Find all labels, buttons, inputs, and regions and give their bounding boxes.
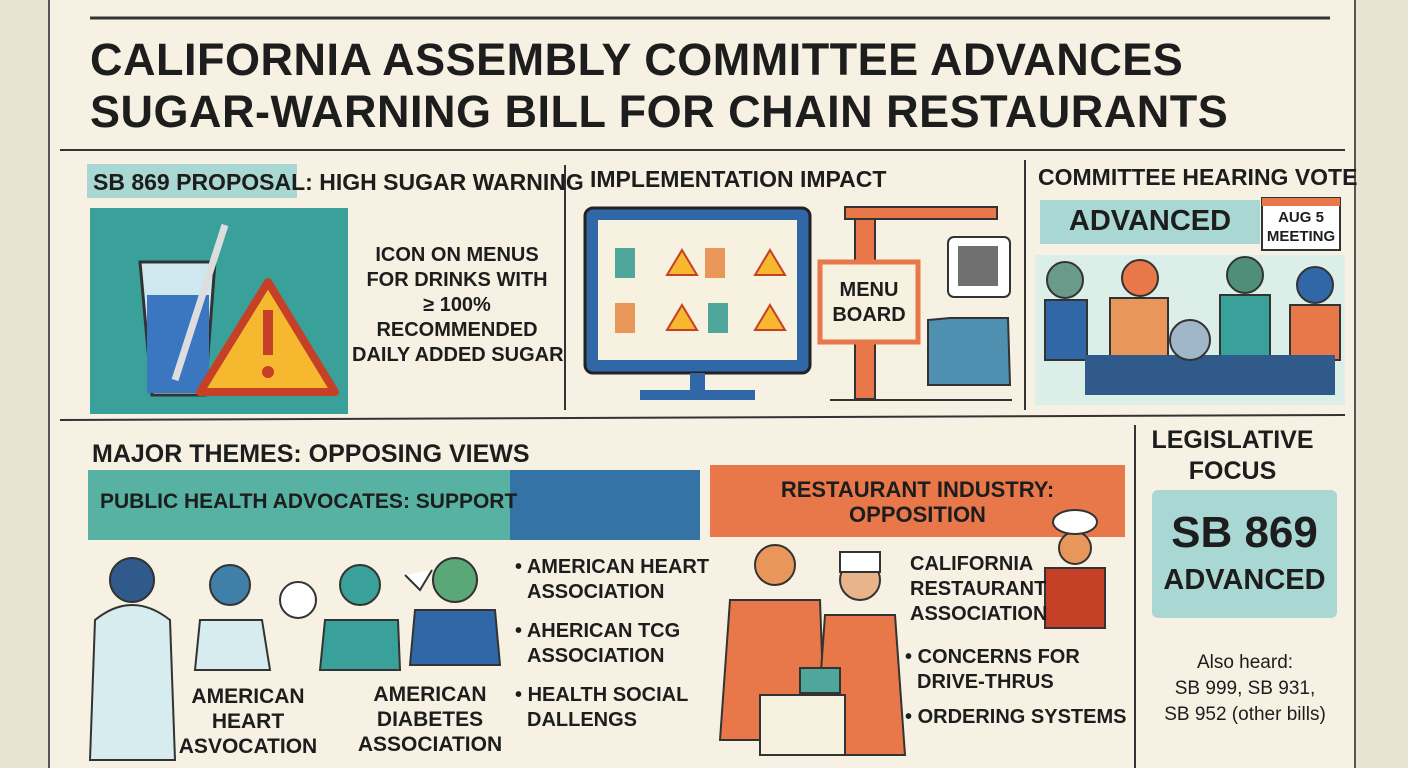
line: ≥ 100% bbox=[423, 294, 491, 316]
line: OPPOSITION bbox=[849, 502, 986, 527]
opposition-list: CONCERNS FOR DRIVE-THRUS ORDERING SYSTEM… bbox=[905, 645, 1126, 730]
focus-heading: LEGISLATIVE FOCUS bbox=[1140, 425, 1325, 487]
line: DAILY ADDED SUGAR bbox=[352, 344, 564, 366]
line: CALIFORNIA bbox=[910, 553, 1034, 575]
line: AMERICAN bbox=[191, 685, 305, 708]
headline: CALIFORNIA ASSEMBLY COMMITTEE ADVANCES bbox=[90, 34, 1184, 85]
vote-status: ADVANCED bbox=[1068, 205, 1232, 237]
figure-label: AMERICAN HEART ASVOCATION bbox=[178, 684, 318, 759]
item: ASSOCIATION bbox=[527, 581, 665, 603]
item: ORDERING SYSTEMS bbox=[905, 705, 1127, 730]
line: MENU bbox=[839, 279, 899, 301]
vote-heading: COMMITTEE HEARING VOTE bbox=[1038, 164, 1358, 190]
line: RECOMMENDED bbox=[376, 319, 538, 341]
line: LEGISLATIVE bbox=[1151, 426, 1314, 454]
line: MEETING bbox=[1266, 228, 1336, 245]
headline: SUGAR-WARNING BILL FOR CHAIN RESTAURANTS bbox=[90, 86, 1229, 137]
item: HEALTH SOCIAL bbox=[515, 683, 709, 708]
line: SB 869 bbox=[1171, 508, 1318, 557]
line: HEART bbox=[211, 710, 285, 733]
item: DALLENGS bbox=[527, 709, 637, 731]
group-label: CALIFORNIA RESTAURANT ASSOCIATION bbox=[910, 552, 1047, 627]
proposal-label: SB 869 PROPOSAL: bbox=[93, 169, 313, 195]
line: SB 952 (other bills) bbox=[1164, 704, 1326, 725]
line: ADVANCED bbox=[1163, 564, 1326, 596]
menu-board: MENU BOARD bbox=[820, 278, 918, 328]
line: ASSOCIATION bbox=[910, 603, 1048, 625]
impact-heading: IMPLEMENTATION IMPACT bbox=[590, 166, 887, 192]
themes-heading: MAJOR THEMES: OPPOSING VIEWS bbox=[92, 440, 530, 468]
line: ICON ON MENUS bbox=[375, 244, 539, 266]
line: FOR DRINKS WITH bbox=[366, 269, 548, 291]
support-list: AMERICAN HEART ASSOCIATION AHERICAN TCG … bbox=[515, 555, 709, 733]
line: Also heard: bbox=[1196, 652, 1294, 673]
line: ASSOCIATION bbox=[357, 733, 503, 756]
opposition-heading: RESTAURANT INDUSTRY: OPPOSITION bbox=[710, 477, 1125, 527]
item: ASSOCIATION bbox=[527, 645, 665, 667]
line: ASVOCATION bbox=[178, 735, 318, 758]
line: DIABETES bbox=[376, 708, 484, 731]
line: FOCUS bbox=[1188, 457, 1277, 485]
support-heading: PUBLIC HEALTH ADVOCATES: SUPPORT bbox=[100, 490, 518, 513]
item: AMERICAN HEART bbox=[515, 555, 709, 580]
line: SB 999, SB 931, bbox=[1174, 678, 1316, 699]
item: AHERICAN TCG bbox=[515, 619, 709, 644]
item: DRIVE-THRUS bbox=[917, 671, 1054, 693]
proposal-heading: HIGH SUGAR WARNING bbox=[319, 169, 584, 195]
vote-date: AUG 5 MEETING bbox=[1262, 208, 1340, 246]
item: CONCERNS FOR bbox=[905, 645, 1126, 670]
line: AMERICAN bbox=[373, 683, 487, 706]
figure-label: AMERICAN DIABETES ASSOCIATION bbox=[355, 682, 505, 757]
line: BOARD bbox=[832, 304, 906, 326]
line: RESTAURANT INDUSTRY: bbox=[780, 477, 1055, 502]
focus-badge: SB 869 ADVANCED bbox=[1152, 508, 1337, 597]
focus-note: Also heard: SB 999, SB 931, SB 952 (othe… bbox=[1145, 650, 1345, 728]
line: AUG 5 bbox=[1278, 209, 1324, 226]
label: SB 869 PROPOSAL: HIGH SUGAR WARNING bbox=[93, 169, 584, 196]
line: RESTAURANT bbox=[910, 578, 1047, 600]
proposal-text: ICON ON MENUS FOR DRINKS WITH ≥ 100% REC… bbox=[352, 243, 564, 368]
